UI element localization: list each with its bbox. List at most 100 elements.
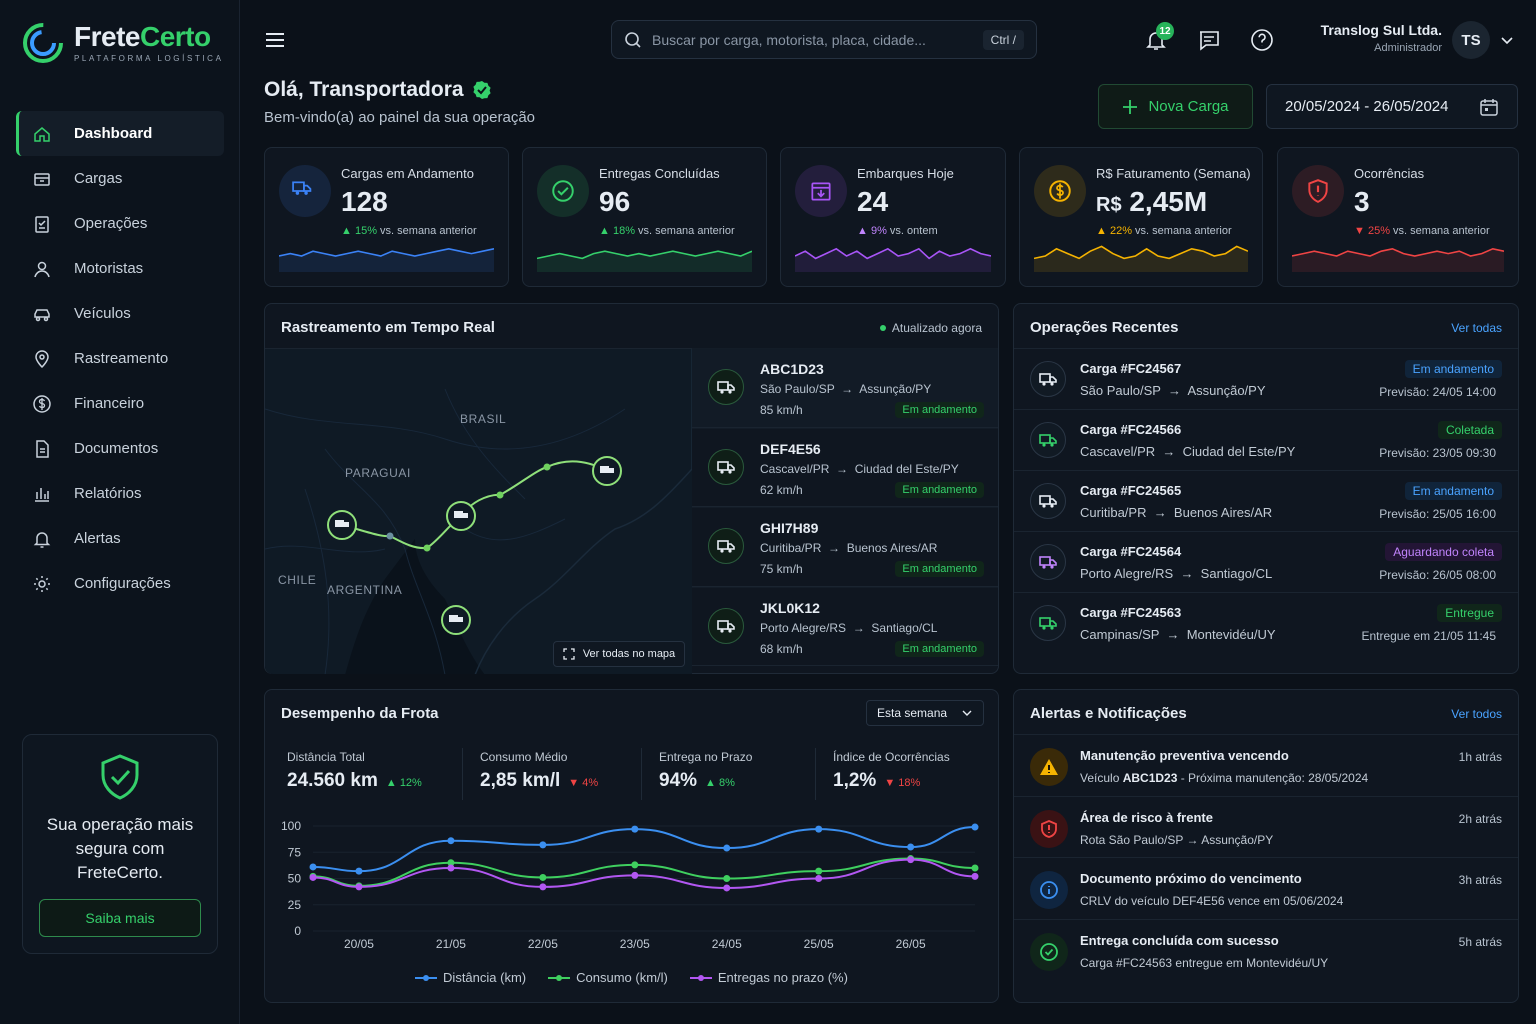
- alert-description: Rota São Paulo/SP → Assunção/PY: [1080, 832, 1274, 847]
- data-point[interactable]: [447, 864, 455, 872]
- sidebar-item-financeiro[interactable]: Financeiro: [16, 381, 224, 426]
- series-line: [312, 857, 976, 887]
- sidebar-item-operacoes[interactable]: Operações: [16, 201, 224, 246]
- data-point[interactable]: [907, 856, 915, 864]
- vehicle-list-item[interactable]: GHI7H89 Curitiba/PR → Buenos Aires/AR 75…: [692, 507, 998, 587]
- sidebar-item-motoristas[interactable]: Motoristas: [16, 246, 224, 291]
- operation-eta: Previsão: 26/05 08:00: [1379, 568, 1496, 582]
- data-point[interactable]: [539, 841, 547, 849]
- alert-row[interactable]: Manutenção preventiva vencendo Veículo A…: [1014, 734, 1518, 795]
- alert-description: CRLV do veículo DEF4E56 vence em 05/06/2…: [1080, 894, 1344, 908]
- truck-icon: [708, 607, 744, 644]
- data-point[interactable]: [631, 825, 639, 833]
- x-tick-label: 21/05: [436, 937, 466, 951]
- sidebar-item-alertas[interactable]: Alertas: [16, 516, 224, 561]
- truck-marker[interactable]: [327, 510, 357, 540]
- vehicle-list-item[interactable]: ABC1D23 São Paulo/SP → Assunção/PY 85 km…: [692, 348, 998, 428]
- data-point[interactable]: [631, 871, 639, 879]
- sidebar-item-veiculos[interactable]: Veículos: [16, 291, 224, 336]
- kpi-card[interactable]: Embarques Hoje 24 ▲ 9% vs. ontem: [780, 147, 1006, 287]
- data-point[interactable]: [723, 884, 731, 892]
- sidebar-item-relatorios[interactable]: Relatórios: [16, 471, 224, 516]
- alert-row[interactable]: Área de risco à frente Rota São Paulo/SP…: [1014, 795, 1518, 857]
- truck-marker[interactable]: [592, 456, 622, 486]
- kpi-card[interactable]: Cargas em Andamento 128 ▲ 15% vs. semana…: [264, 147, 509, 287]
- date-range-picker[interactable]: 20/05/2024 - 26/05/2024: [1266, 84, 1518, 129]
- data-point[interactable]: [971, 823, 979, 831]
- view-all-operations-link[interactable]: Ver todas: [1451, 321, 1502, 335]
- data-point[interactable]: [907, 843, 915, 851]
- kpi-card[interactable]: Ocorrências 3 ▼ 25% vs. semana anterior: [1277, 147, 1519, 287]
- data-point[interactable]: [447, 859, 455, 867]
- y-tick-label: 100: [281, 819, 301, 833]
- alert-row[interactable]: Entrega concluída com sucesso Carga #FC2…: [1014, 918, 1518, 980]
- vehicle-list-item[interactable]: DEF4E56 Cascavel/PR → Ciudad del Este/PY…: [692, 427, 998, 507]
- logo-icon: [23, 23, 63, 63]
- data-point[interactable]: [723, 844, 731, 852]
- data-point[interactable]: [539, 873, 547, 881]
- data-point[interactable]: [723, 875, 731, 882]
- view-all-map-button[interactable]: Ver todas no mapa: [553, 641, 685, 667]
- data-point[interactable]: [631, 861, 639, 869]
- info-icon: [1030, 871, 1068, 909]
- legend-item[interactable]: Distância (km): [415, 970, 526, 985]
- operation-row[interactable]: Carga #FC24567 São Paulo/SP → Assunção/P…: [1014, 348, 1518, 409]
- brand-subtitle: PLATAFORMA LOGÍSTICA: [74, 54, 224, 63]
- shield-alert-icon: [1030, 809, 1068, 848]
- alert-title: Manutenção preventiva vencendo: [1080, 748, 1289, 763]
- sidebar-item-configuracoes[interactable]: Configurações: [16, 561, 224, 606]
- operation-row[interactable]: Carga #FC24564 Porto Alegre/RS → Santiag…: [1014, 531, 1518, 592]
- operation-title: Carga #FC24565: [1080, 483, 1182, 498]
- kpi-label: Cargas em Andamento: [341, 166, 474, 181]
- alert-row[interactable]: Documento próximo do vencimento CRLV do …: [1014, 857, 1518, 918]
- data-point[interactable]: [309, 873, 317, 881]
- chat-icon[interactable]: [1197, 28, 1221, 52]
- menu-icon[interactable]: [264, 30, 286, 50]
- vehicle-list-item[interactable]: JKL0K12 Porto Alegre/RS → Santiago/CL 68…: [692, 586, 998, 666]
- x-tick-label: 25/05: [804, 937, 834, 951]
- data-point[interactable]: [971, 864, 979, 872]
- search-input[interactable]: [652, 31, 983, 48]
- plus-icon: [1123, 99, 1138, 114]
- data-point[interactable]: [309, 863, 317, 871]
- data-point[interactable]: [539, 883, 547, 891]
- chevron-down-icon[interactable]: [1500, 33, 1514, 47]
- avatar[interactable]: TS: [1452, 21, 1490, 59]
- truck-marker[interactable]: [446, 501, 476, 531]
- legend-swatch: [415, 974, 438, 981]
- sidebar-item-cargas[interactable]: Cargas: [16, 156, 224, 201]
- legend-swatch: [548, 974, 571, 981]
- learn-more-button[interactable]: Saiba mais: [39, 899, 201, 937]
- kpi-card[interactable]: R$ Faturamento (Semana) R$ 2,45M ▲ 22% v…: [1019, 147, 1263, 287]
- help-icon[interactable]: [1250, 28, 1274, 52]
- operation-row[interactable]: Carga #FC24563 Campinas/SP → Montevidéu/…: [1014, 592, 1518, 653]
- view-all-alerts-link[interactable]: Ver todos: [1451, 707, 1502, 721]
- data-point[interactable]: [815, 825, 823, 833]
- sidebar-item-documentos[interactable]: Documentos: [16, 426, 224, 471]
- data-point[interactable]: [355, 867, 363, 875]
- operation-row[interactable]: Carga #FC24565 Curitiba/PR → Buenos Aire…: [1014, 470, 1518, 531]
- legend-item[interactable]: Entregas no prazo (%): [689, 970, 848, 985]
- brand[interactable]: FreteCerto PLATAFORMA LOGÍSTICA: [22, 22, 224, 64]
- data-point[interactable]: [447, 837, 455, 845]
- truck-marker[interactable]: [441, 605, 471, 635]
- x-tick-label: 23/05: [620, 937, 650, 951]
- sidebar-item-dashboard[interactable]: Dashboard: [16, 111, 224, 156]
- data-point[interactable]: [815, 867, 823, 875]
- period-select[interactable]: Esta semana: [866, 700, 984, 726]
- sidebar-item-label: Relatórios: [74, 485, 142, 502]
- data-point[interactable]: [815, 875, 823, 882]
- user-info[interactable]: Translog Sul Ltda. Administrador: [1300, 22, 1442, 54]
- legend-item[interactable]: Consumo (km/l): [548, 970, 668, 985]
- tracking-map[interactable]: BRASIL PARAGUAI CHILE ARGENTINA Ver toda…: [265, 348, 692, 674]
- operation-row[interactable]: Carga #FC24566 Cascavel/PR → Ciudad del …: [1014, 409, 1518, 470]
- data-point[interactable]: [971, 872, 979, 880]
- notification-badge: 12: [1156, 22, 1174, 40]
- new-load-button[interactable]: Nova Carga: [1098, 84, 1253, 129]
- sidebar-item-rastreamento[interactable]: Rastreamento: [16, 336, 224, 381]
- sidebar-item-label: Financeiro: [74, 395, 145, 412]
- x-tick-label: 26/05: [896, 937, 926, 951]
- kpi-card[interactable]: Entregas Concluídas 96 ▲ 18% vs. semana …: [522, 147, 767, 287]
- data-point[interactable]: [355, 883, 363, 891]
- x-tick-label: 24/05: [712, 937, 742, 951]
